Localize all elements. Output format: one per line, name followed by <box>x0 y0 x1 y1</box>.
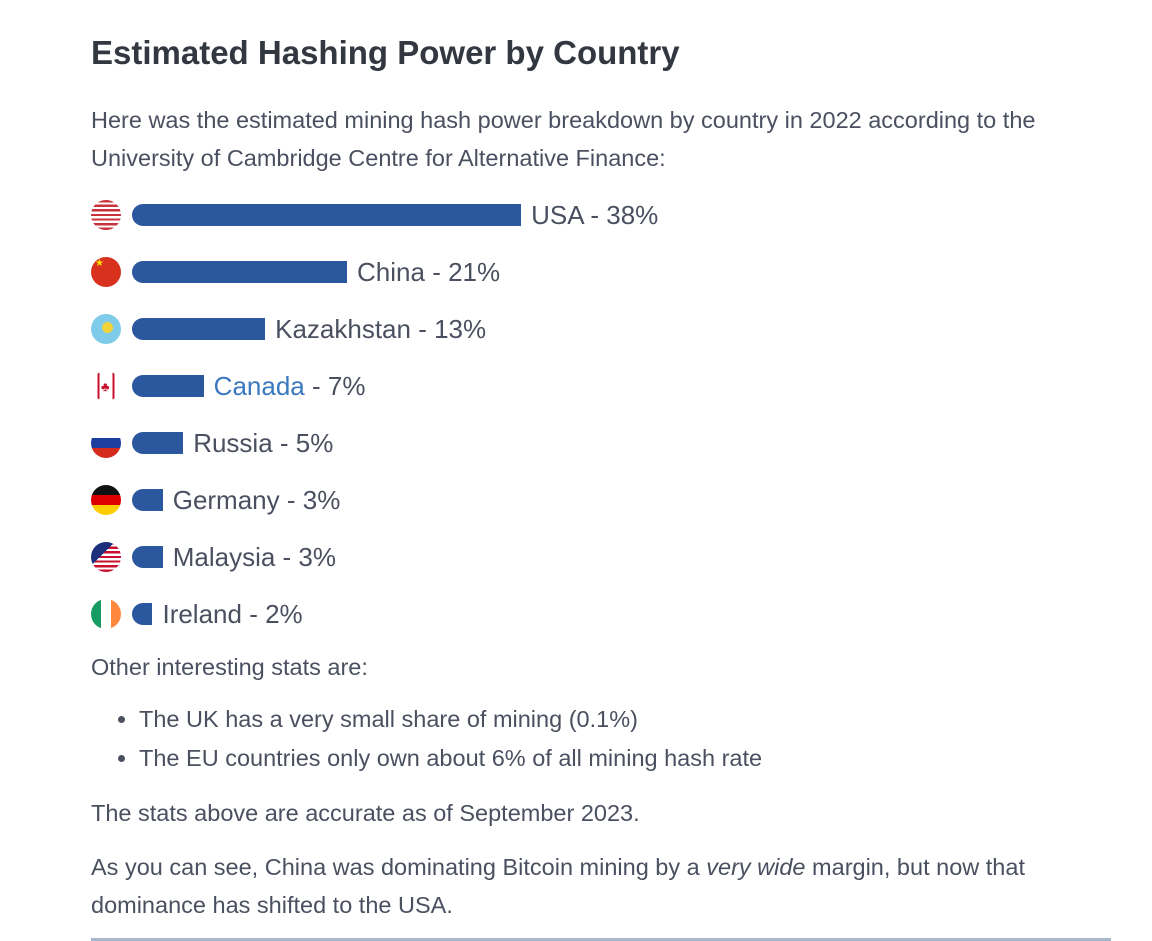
bar-malaysia <box>132 546 163 568</box>
bar-russia <box>132 432 184 454</box>
chart-row-kazakhstan: Kazakhstan - 13% <box>91 312 486 346</box>
bar-ireland <box>132 603 153 625</box>
stats-list: The UK has a very small share of mining … <box>91 700 762 778</box>
bar-canada <box>132 375 204 397</box>
ireland-flag-icon <box>91 599 121 629</box>
russia-flag-icon <box>91 428 121 458</box>
chart-row-china: ★ China - 21% <box>91 255 500 289</box>
canada-flag-icon: ♣ <box>91 371 121 401</box>
bar-label: Malaysia - 3% <box>172 541 336 572</box>
bar-label: Russia - 5% <box>193 427 334 458</box>
bar-label: Germany - 3% <box>172 484 341 515</box>
closing-paragraph: As you can see, China was dominating Bit… <box>91 854 1025 918</box>
malaysia-flag-icon <box>91 542 121 572</box>
chart-row-canada: ♣ Canada - 7% <box>91 369 365 403</box>
intro-paragraph: Here was the estimated mining hash power… <box>91 107 1036 171</box>
bar-germany <box>132 489 163 511</box>
bar-label: Kazakhstan - 13% <box>275 313 487 344</box>
canada-link[interactable]: Canada <box>213 370 305 401</box>
other-stats-heading: Other interesting stats are: <box>91 654 368 680</box>
bar-usa <box>132 204 522 226</box>
divider <box>91 938 1111 941</box>
accuracy-note: The stats above are accurate as of Septe… <box>91 800 640 826</box>
usa-flag-icon <box>91 200 121 230</box>
list-item: The EU countries only own about 6% of al… <box>139 739 762 778</box>
chart-row-russia: Russia - 5% <box>91 426 333 460</box>
bar-kazakhstan <box>132 318 266 340</box>
bar-label: USA - 38% <box>531 199 659 230</box>
chart-row-ireland: Ireland - 2% <box>91 597 303 631</box>
bar-label: Ireland - 2% <box>162 598 303 629</box>
china-flag-icon: ★ <box>91 257 121 287</box>
chart-row-malaysia: Malaysia - 3% <box>91 540 336 574</box>
section-title: Estimated Hashing Power by Country <box>91 34 680 71</box>
kazakhstan-flag-icon <box>91 314 121 344</box>
chart-row-germany: Germany - 3% <box>91 483 340 517</box>
bar-label[interactable]: Canada - 7% <box>213 370 366 401</box>
germany-flag-icon <box>91 485 121 515</box>
list-item: The UK has a very small share of mining … <box>139 700 762 739</box>
chart-row-usa: USA - 38% <box>91 198 658 232</box>
bar-china <box>132 261 348 283</box>
emphasis: very wide <box>706 854 806 880</box>
bar-label: China - 21% <box>357 256 501 287</box>
